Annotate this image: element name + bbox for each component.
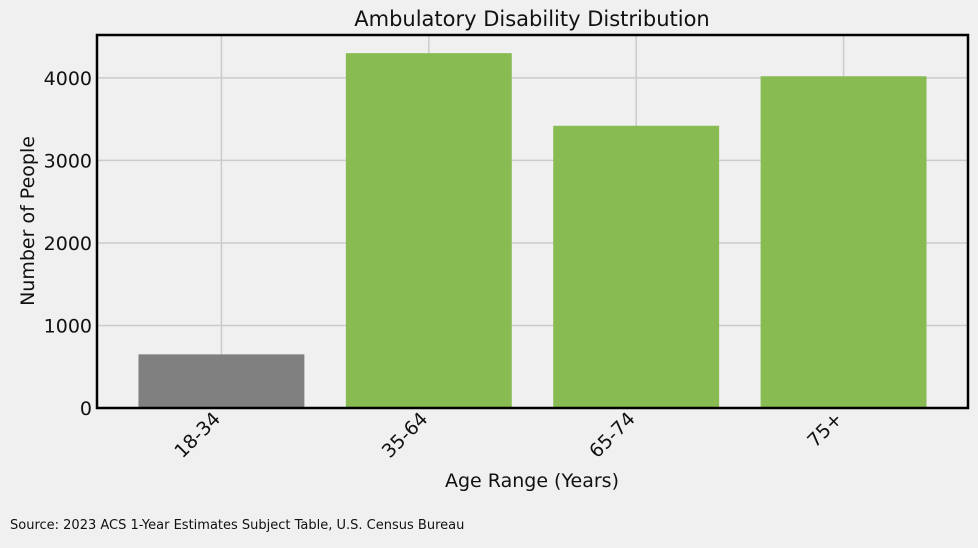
x-tick-label: 65-74 bbox=[585, 408, 640, 463]
y-tick-label: 2000 bbox=[44, 233, 92, 255]
bar-75+ bbox=[760, 76, 927, 409]
bar-18-34 bbox=[138, 354, 305, 408]
bar-65-74 bbox=[553, 125, 720, 408]
plot-frame bbox=[95, 33, 970, 410]
y-axis-ticks: 0 1000 2000 3000 4000 bbox=[44, 68, 92, 420]
source-note: Source: 2023 ACS 1-Year Estimates Subjec… bbox=[10, 518, 465, 533]
y-tick-label: 1000 bbox=[44, 315, 92, 337]
bars bbox=[138, 53, 927, 409]
x-tick-label: 75+ bbox=[803, 408, 847, 452]
y-tick-label: 3000 bbox=[44, 150, 92, 172]
y-axis-label: Number of People bbox=[17, 136, 39, 306]
bar-35-64 bbox=[345, 53, 512, 408]
chart-title: Ambulatory Disability Distribution bbox=[354, 7, 709, 31]
x-axis-label: Age Range (Years) bbox=[445, 470, 619, 492]
y-tick-label: 4000 bbox=[44, 68, 92, 90]
y-tick-label: 0 bbox=[80, 398, 92, 420]
x-tick-label: 18-34 bbox=[170, 408, 225, 463]
x-tick-label: 35-64 bbox=[378, 408, 433, 463]
x-axis-ticks: 18-34 35-64 65-74 75+ bbox=[170, 408, 847, 463]
